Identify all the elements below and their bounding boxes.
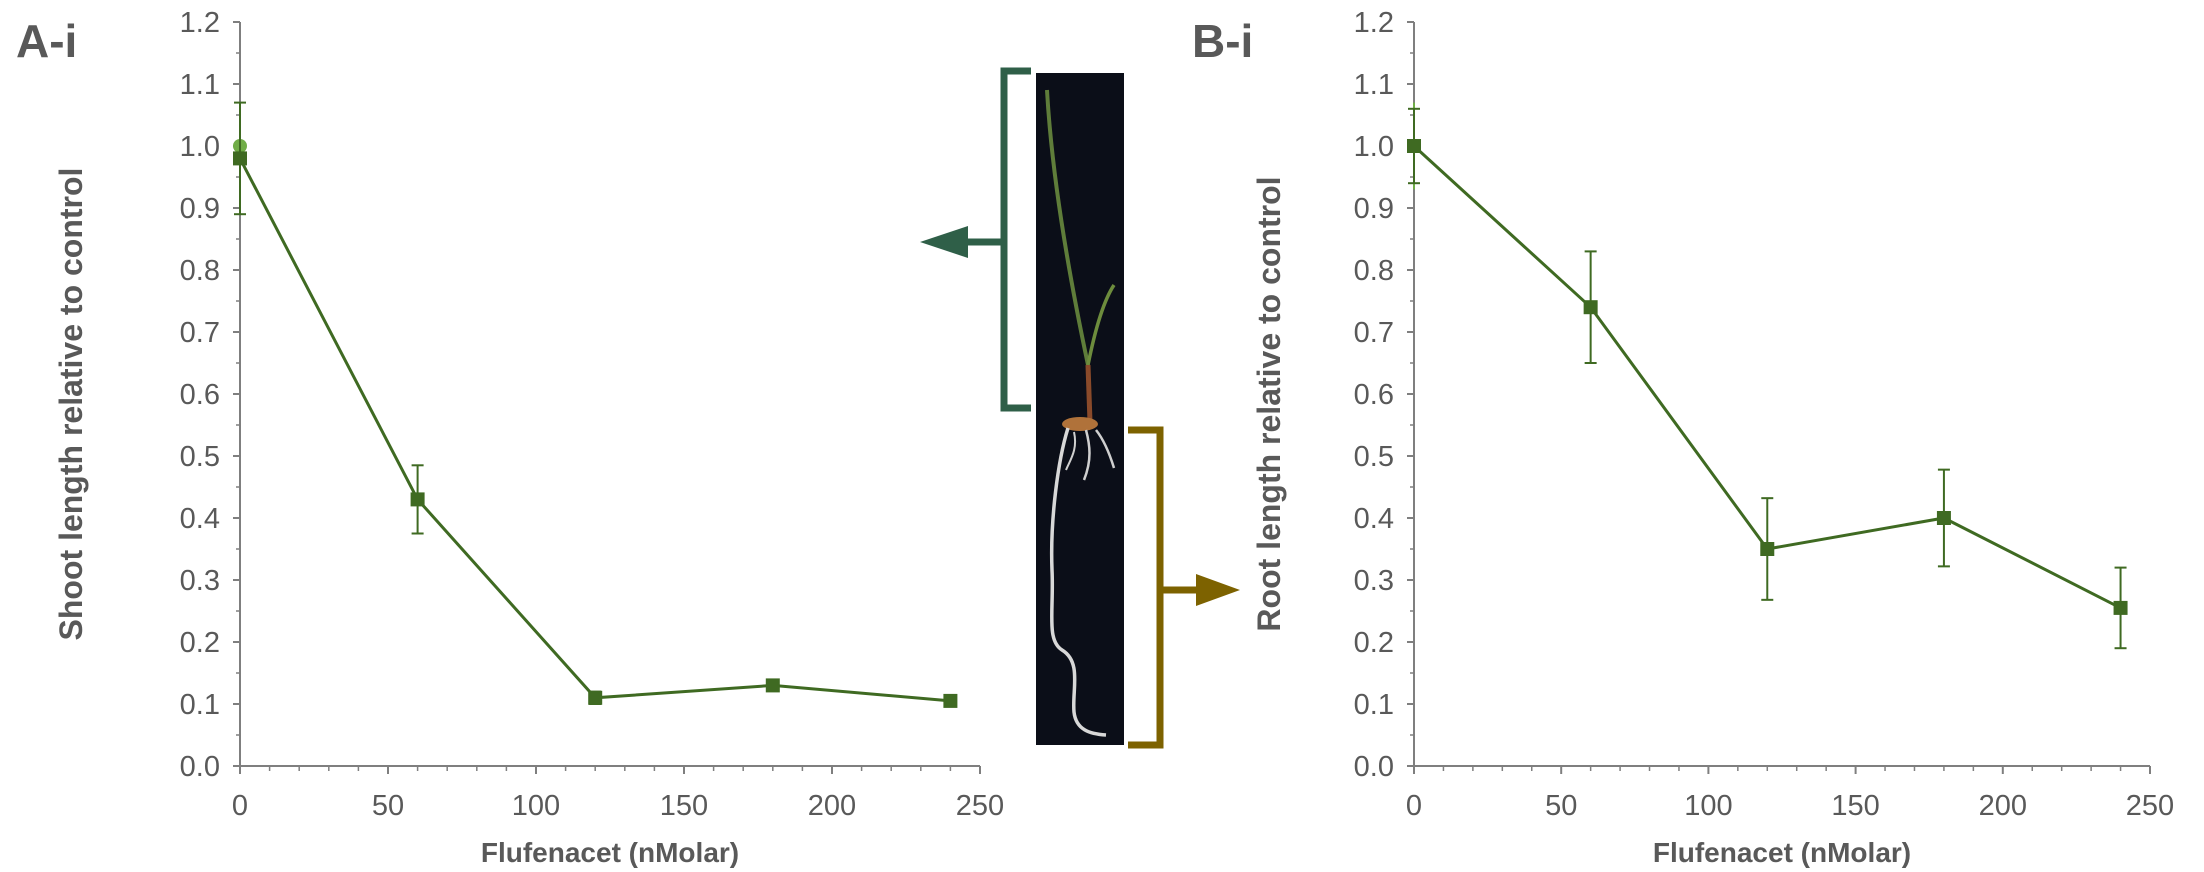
- seedling-photo: [1036, 73, 1124, 745]
- x-tick-label: 100: [512, 790, 560, 822]
- y-axis-title: Root length relative to control: [1251, 176, 1287, 631]
- data-point: [2113, 600, 2128, 615]
- y-tick-label: 0.2: [180, 627, 220, 659]
- panel-label-a: A-i: [16, 15, 78, 67]
- y-tick-label: 0.6: [1354, 379, 1394, 411]
- shoot-bracket: [920, 67, 1031, 412]
- seedling-root: [1095, 429, 1116, 469]
- data-point: [410, 492, 425, 507]
- y-tick-label: 0.0: [1354, 751, 1394, 783]
- y-tick-label: 0.8: [180, 255, 220, 287]
- data-point: [1936, 511, 1951, 525]
- data-point: [1583, 300, 1598, 315]
- y-tick-label: 1.0: [1354, 131, 1394, 163]
- y-tick-label: 0.4: [1354, 503, 1394, 535]
- x-tick-label: 150: [1831, 790, 1879, 822]
- y-tick-label: 0.7: [180, 317, 220, 349]
- data-point: [233, 151, 247, 166]
- y-tick-label: 0.5: [1354, 441, 1394, 473]
- chart-shoot-length: 0.0 0.1 0.2 0.3 0.4 0.5 0.6 0.7 0.8 0.9 1.0 1.1 1.2 0…: [53, 7, 1004, 868]
- y-tick-label: 0.0: [180, 751, 220, 783]
- x-tick-label: 0: [1406, 790, 1422, 822]
- y-tick-label: 0.9: [180, 193, 220, 225]
- seedling-stem: [1085, 364, 1093, 423]
- y-tick-label: 1.2: [180, 7, 220, 39]
- y-tick-label: 0.4: [180, 503, 220, 535]
- y-tick-label: 0.2: [1354, 627, 1394, 659]
- series-line: [238, 157, 951, 703]
- y-tick-label: 0.1: [1354, 689, 1394, 721]
- y-tick-label: 0.9: [1354, 193, 1394, 225]
- seedling-root: [1065, 431, 1076, 471]
- x-tick-label: 50: [372, 790, 404, 822]
- y-tick-label: 0.1: [180, 689, 220, 721]
- data-point: [765, 678, 780, 693]
- data-point: [943, 693, 958, 708]
- photo-background: [1036, 73, 1124, 745]
- seedling-root: [1049, 427, 1107, 737]
- x-tick-label: 0: [232, 790, 248, 822]
- data-point: [1407, 139, 1421, 153]
- y-tick-label: 1.1: [180, 69, 220, 101]
- arrow-right-icon: [1196, 574, 1240, 606]
- x-tick-label: 150: [660, 790, 708, 822]
- x-tick-label: 100: [1684, 790, 1732, 822]
- arrow-left-icon: [920, 226, 968, 258]
- seedling-seed: [1062, 417, 1098, 431]
- seedling-leaf: [1086, 284, 1116, 366]
- y-tick-label: 0.3: [180, 565, 220, 597]
- x-axis-title: Flufenacet (nMolar): [481, 837, 739, 868]
- y-tick-label: 1.2: [1354, 7, 1394, 39]
- x-tick-label: 250: [956, 790, 1004, 822]
- y-tick-label: 0.6: [180, 379, 220, 411]
- y-axis-title: Shoot length relative to control: [53, 168, 89, 641]
- x-tick-label: 200: [1979, 790, 2027, 822]
- y-tick-label: 0.7: [1354, 317, 1394, 349]
- root-bracket: [1128, 426, 1240, 749]
- y-tick-label: 0.5: [180, 441, 220, 473]
- x-tick-label: 250: [2126, 790, 2174, 822]
- chart-root-length: 0.0 0.1 0.2 0.3 0.4 0.5 0.6 0.7 0.8 0.9 1.0 1.1 1.2 0…: [1251, 7, 2174, 868]
- x-tick-label: 200: [808, 790, 856, 822]
- x-tick-label: 50: [1545, 790, 1577, 822]
- data-point: [1760, 542, 1775, 556]
- y-tick-label: 0.8: [1354, 255, 1394, 287]
- data-point: [588, 690, 603, 705]
- y-tick-label: 0.3: [1354, 565, 1394, 597]
- y-tick-label: 1.1: [1354, 69, 1394, 101]
- x-axis-title: Flufenacet (nMolar): [1653, 837, 1911, 868]
- panel-label-b: B-i: [1192, 15, 1254, 67]
- seedling-leaf: [1045, 89, 1090, 366]
- seedling-root: [1082, 429, 1091, 481]
- y-tick-label: 1.0: [180, 131, 220, 163]
